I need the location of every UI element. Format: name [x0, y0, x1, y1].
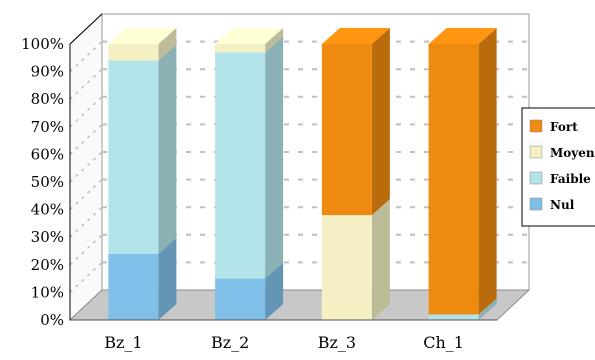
- bar-side: [478, 298, 497, 320]
- bar-front: [428, 314, 479, 320]
- legend-swatch: [529, 119, 543, 133]
- bar-segment-faible: [108, 44, 177, 254]
- y-tick-label: 70%: [31, 118, 64, 136]
- y-tick-label: 100%: [21, 35, 64, 53]
- legend-label: Fort: [550, 120, 578, 134]
- legend-swatch: [529, 145, 543, 159]
- y-axis: [69, 13, 497, 321]
- x-tick-label: Bz_3: [318, 333, 356, 352]
- bar-top: [321, 28, 390, 44]
- legend-label: Faible: [550, 172, 591, 186]
- bar-side: [158, 44, 177, 254]
- bar-segment-faible: [215, 36, 284, 279]
- bar-side: [265, 262, 284, 320]
- top-edge: [69, 13, 103, 45]
- bar-segment-moyen: [215, 28, 284, 53]
- bar-front: [108, 253, 159, 320]
- bar-side: [371, 199, 390, 320]
- bar-front: [215, 278, 266, 320]
- bar-top: [428, 28, 497, 44]
- y-tick-label: 30%: [31, 228, 64, 246]
- bars: [108, 28, 497, 320]
- y-tick-label: 0%: [40, 311, 64, 329]
- legend: Fort Moyen Faible Nul: [521, 107, 595, 227]
- bar-segment-fort: [321, 28, 390, 216]
- y-tick-label: 80%: [31, 90, 64, 108]
- y-tick-label: 20%: [31, 256, 64, 274]
- x-tick-label: Bz_2: [211, 333, 249, 352]
- bar-segment-moyen: [108, 28, 177, 61]
- x-tick-labels: Bz_1 Bz_2 Bz_3 Ch_1: [104, 333, 464, 352]
- side-wall: [69, 12, 103, 322]
- x-tick-label: Bz_1: [104, 333, 142, 352]
- bar-side: [265, 36, 284, 279]
- y-tick-label: 90%: [31, 63, 64, 81]
- bar-front: [215, 44, 266, 53]
- bar-stack: [108, 28, 177, 320]
- bar-stack: [321, 28, 390, 320]
- bar-front: [321, 44, 372, 216]
- y-tick-label: 40%: [31, 201, 64, 219]
- bar-side: [265, 28, 284, 53]
- y-tick-labels: 0% 10% 20% 30% 40% 50% 60% 70% 80% 90% 100%: [21, 35, 64, 329]
- y-tick-label: 10%: [31, 283, 64, 301]
- legend-swatch: [529, 197, 543, 211]
- bar-front: [321, 215, 372, 320]
- bar-top: [215, 28, 284, 44]
- x-tick-label: Ch_1: [423, 333, 464, 352]
- bar-front: [215, 52, 266, 279]
- bar-side: [158, 237, 177, 320]
- y-tick-label: 50%: [31, 173, 64, 191]
- bar-stack: [428, 28, 497, 320]
- bar-side: [158, 28, 177, 61]
- bar-side: [478, 28, 497, 315]
- bar-side: [371, 28, 390, 216]
- bar-stack: [215, 28, 284, 320]
- legend-label: Nul: [550, 198, 575, 212]
- bar-front: [428, 44, 479, 315]
- bar-front: [108, 60, 159, 254]
- bar-top: [108, 28, 177, 44]
- bar-segment-fort: [428, 28, 497, 315]
- bar-front: [108, 44, 159, 61]
- legend-label: Moyen: [550, 146, 595, 160]
- bar-segment-moyen: [321, 199, 390, 320]
- y-tick-label: 60%: [31, 145, 64, 163]
- legend-swatch: [529, 171, 543, 185]
